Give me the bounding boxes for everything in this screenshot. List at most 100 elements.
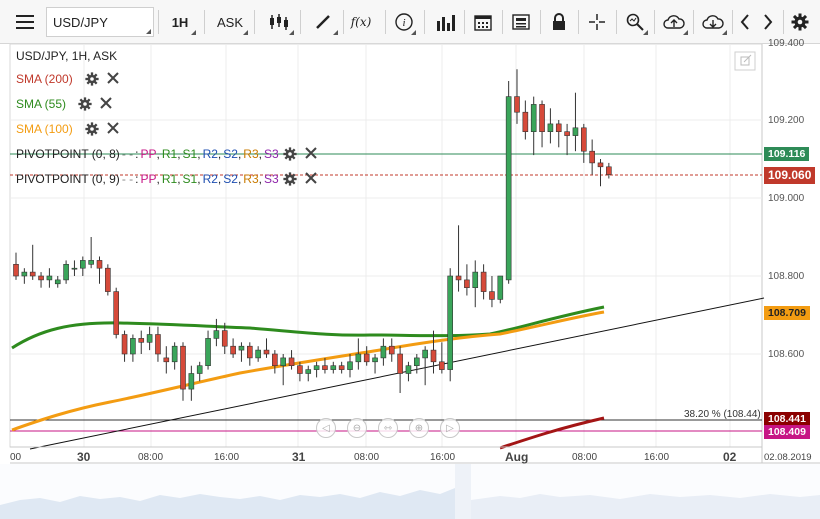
zoom-icon[interactable] [620,7,650,37]
candle-body[interactable] [272,353,278,366]
candle-body[interactable] [405,365,412,374]
news-icon[interactable] [506,7,536,37]
chevron-left-icon[interactable] [734,7,756,37]
zoom-out-icon[interactable]: ⊖ [347,418,367,438]
candle-body[interactable] [489,291,495,300]
candle-body[interactable] [46,275,53,281]
candle-body[interactable] [196,365,203,374]
menu-icon[interactable] [8,7,42,37]
candle-body[interactable] [572,127,579,136]
candle-body[interactable] [113,291,119,335]
candle-body[interactable] [63,263,69,281]
candle-body[interactable] [288,357,295,366]
close-icon[interactable] [106,72,121,86]
download-cloud-icon[interactable] [697,7,729,37]
candle-body[interactable] [13,263,19,277]
indicator-button[interactable]: f(x) [346,7,376,37]
candle-body[interactable] [121,334,128,355]
candle-body[interactable] [564,131,570,136]
candle-body[interactable] [397,353,403,374]
candle-body[interactable] [255,349,261,359]
candle-body[interactable] [71,267,78,270]
candle-body[interactable] [539,104,545,133]
settings-gear-icon[interactable] [787,7,813,37]
candle-body[interactable] [188,373,195,390]
candle-body[interactable] [88,260,94,265]
indicator-sma-100[interactable]: SMA (100) [16,122,121,136]
candle-body[interactable] [322,365,328,370]
indicator-pivot-2[interactable]: PIVOTPOINT (0, 9) - - : PP, R1, S1, R2, … [16,172,319,186]
candle-body[interactable] [105,267,111,292]
price-type-button[interactable]: ASK [210,7,250,37]
candle-body[interactable] [439,361,445,370]
candle-body[interactable] [522,111,529,132]
crosshair-icon[interactable] [582,7,612,37]
upload-cloud-icon[interactable] [658,7,690,37]
close-icon[interactable] [304,172,319,186]
candle-body[interactable] [54,279,61,285]
candle-body[interactable] [21,271,28,277]
candle-body[interactable] [29,271,36,277]
candle-body[interactable] [580,127,587,152]
candle-body[interactable] [313,365,320,370]
candle-body[interactable] [238,345,245,351]
indicator-pivot-1[interactable]: PIVOTPOINT (0, 8) - - : PP, R1, S1, R2, … [16,147,319,161]
expand-icon[interactable] [734,51,756,71]
candle-body[interactable] [263,349,270,355]
info-icon[interactable]: i [390,7,418,37]
candle-body[interactable] [455,275,462,281]
indicator-sma-200[interactable]: SMA (200) [16,72,121,86]
candle-body[interactable] [547,123,554,133]
candle-body[interactable] [221,330,228,347]
candle-body[interactable] [163,357,170,363]
draw-tool-icon[interactable] [306,7,340,37]
candle-body[interactable] [38,275,44,281]
close-icon[interactable] [106,122,121,136]
candle-body[interactable] [555,123,562,133]
candle-body[interactable] [430,349,437,363]
gear-icon[interactable] [85,72,99,86]
candle-body[interactable] [297,365,303,374]
navigator-strip[interactable] [0,464,820,519]
candle-body[interactable] [530,104,537,133]
volume-icon[interactable] [430,7,460,37]
candle-body[interactable] [606,166,612,175]
zoom-in-icon[interactable]: ⊕ [409,418,429,438]
candle-body[interactable] [505,96,512,281]
reset-view-icon[interactable]: ⇿ [378,418,398,438]
lock-icon[interactable] [544,7,574,37]
timeframe-button[interactable]: 1H [162,7,198,37]
candle-body[interactable] [472,271,479,289]
candle-body[interactable] [380,345,387,359]
candle-body[interactable] [355,353,362,363]
candle-body[interactable] [514,96,520,113]
candle-body[interactable] [130,338,136,355]
candle-body[interactable] [280,357,287,366]
candle-body[interactable] [347,361,353,370]
candle-body[interactable] [305,369,312,374]
candle-body[interactable] [171,345,178,363]
candle-body[interactable] [80,260,86,269]
gear-icon[interactable] [283,172,297,186]
symbol-selector[interactable]: USD/JPY [46,7,154,37]
chart-type-icon[interactable] [262,7,296,37]
candle-body[interactable] [422,349,428,359]
candle-body[interactable] [447,275,454,370]
candle-body[interactable] [372,357,378,363]
scroll-left-icon[interactable]: ◁ [316,418,336,438]
chevron-right-icon[interactable] [757,7,779,37]
candle-body[interactable] [497,275,504,300]
candle-body[interactable] [96,260,103,269]
candle-body[interactable] [138,338,145,343]
candle-body[interactable] [180,345,186,390]
candle-body[interactable] [247,345,253,359]
candle-body[interactable] [589,150,595,164]
candle-body[interactable] [155,334,161,355]
candle-body[interactable] [597,162,604,168]
candle-body[interactable] [213,330,220,339]
close-icon[interactable] [304,147,319,161]
candle-body[interactable] [146,334,153,343]
gear-icon[interactable] [283,147,297,161]
candle-body[interactable] [413,357,420,366]
